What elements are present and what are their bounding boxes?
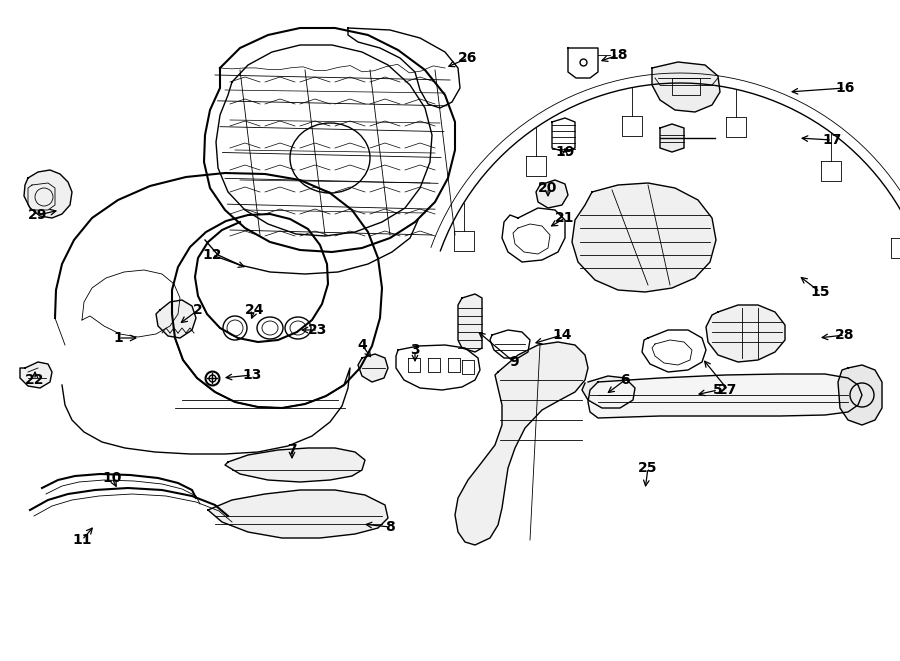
Text: 19: 19 — [555, 145, 575, 159]
Text: 15: 15 — [810, 285, 830, 299]
Polygon shape — [208, 490, 388, 538]
Text: 23: 23 — [309, 323, 328, 337]
Polygon shape — [455, 342, 588, 545]
Text: 6: 6 — [620, 373, 630, 387]
Polygon shape — [652, 62, 720, 112]
Polygon shape — [536, 180, 568, 208]
Polygon shape — [225, 448, 365, 482]
Polygon shape — [458, 294, 482, 352]
Text: 9: 9 — [509, 355, 518, 369]
Text: 20: 20 — [538, 181, 558, 195]
Text: 26: 26 — [458, 51, 478, 65]
Text: 4: 4 — [357, 338, 367, 352]
Text: 11: 11 — [72, 533, 92, 547]
Text: 24: 24 — [245, 303, 265, 317]
Text: 22: 22 — [25, 373, 45, 387]
Polygon shape — [156, 300, 196, 338]
Polygon shape — [838, 365, 882, 425]
Text: 21: 21 — [555, 211, 575, 225]
Text: 10: 10 — [103, 471, 122, 485]
Text: 12: 12 — [202, 248, 221, 262]
Polygon shape — [582, 376, 635, 408]
Polygon shape — [358, 354, 388, 382]
Text: 8: 8 — [385, 520, 395, 534]
Text: 2: 2 — [194, 303, 202, 317]
Text: 1: 1 — [113, 331, 123, 345]
Text: 27: 27 — [718, 383, 738, 397]
Text: 25: 25 — [638, 461, 658, 475]
Polygon shape — [706, 305, 785, 362]
Text: 18: 18 — [608, 48, 628, 62]
Text: 29: 29 — [28, 208, 48, 222]
Text: 14: 14 — [553, 328, 572, 342]
Text: 3: 3 — [410, 343, 419, 357]
Polygon shape — [20, 362, 52, 388]
Text: 16: 16 — [835, 81, 855, 95]
Text: 28: 28 — [835, 328, 855, 342]
Polygon shape — [660, 124, 684, 152]
Text: 5: 5 — [713, 383, 723, 397]
Text: 7: 7 — [287, 443, 297, 457]
Text: 13: 13 — [242, 368, 262, 382]
Text: 17: 17 — [823, 133, 842, 147]
Polygon shape — [24, 170, 72, 218]
Polygon shape — [588, 374, 862, 418]
Polygon shape — [572, 183, 716, 292]
